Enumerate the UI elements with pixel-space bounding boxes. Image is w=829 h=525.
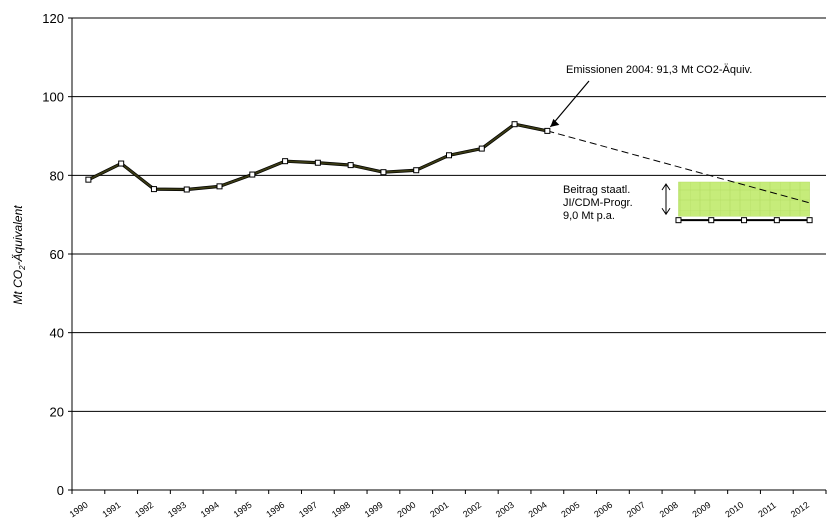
y-tick-label: 100 xyxy=(42,90,64,105)
x-tick-label: 2012 xyxy=(789,500,811,520)
data-point xyxy=(544,127,551,134)
x-tick-label: 2009 xyxy=(690,500,712,520)
x-tick-label: 2004 xyxy=(527,500,549,520)
target-marker xyxy=(806,217,813,224)
annotation-arrow xyxy=(549,80,590,128)
target-marker xyxy=(675,217,682,224)
x-tick-label: 1993 xyxy=(166,500,188,520)
x-tick-label: 1996 xyxy=(264,500,286,520)
annotation-contribution-line: 9,0 Mt p.a. xyxy=(563,210,615,222)
data-point xyxy=(118,160,125,167)
y-axis-label: Mt CO2-Äquivalent xyxy=(11,205,27,305)
x-tick-label: 1997 xyxy=(297,500,319,520)
y-tick-label: 80 xyxy=(50,168,64,183)
data-point xyxy=(85,176,92,183)
x-tick-label: 2006 xyxy=(592,500,614,520)
emissions-line-outline xyxy=(87,122,548,192)
x-tick-label: 2003 xyxy=(494,500,516,520)
gridlines xyxy=(72,17,826,412)
x-axis-ticks: 1990 1991 1992 1993 1994 1995 1996 1997 1998 1999… xyxy=(68,490,827,520)
annotation-arrowhead xyxy=(550,118,560,127)
x-tick-label: 2007 xyxy=(625,500,647,520)
y-tick-label: 120 xyxy=(42,11,64,26)
data-point xyxy=(282,158,289,165)
data-point xyxy=(183,186,190,193)
x-tick-label: 2010 xyxy=(723,500,745,520)
x-tick-label: 1999 xyxy=(363,500,385,520)
y-tick-label: 40 xyxy=(50,326,64,341)
data-point xyxy=(347,162,354,169)
contribution-arrowhead-up xyxy=(661,183,671,191)
y-tick-label: 20 xyxy=(50,404,64,419)
target-marker xyxy=(708,217,715,224)
x-tick-label: 2008 xyxy=(658,500,680,520)
x-tick-label: 1998 xyxy=(330,500,352,520)
annotation-contribution-line: JI/CDM-Progr. xyxy=(563,197,633,209)
target-marker xyxy=(773,217,780,224)
x-tick-label: 2001 xyxy=(428,500,450,520)
data-point xyxy=(249,171,256,178)
x-tick-label: 1995 xyxy=(232,500,254,520)
x-tick-label: 1991 xyxy=(100,500,122,520)
data-point xyxy=(511,121,518,128)
x-tick-label: 1994 xyxy=(199,500,221,520)
y-tick-label: 60 xyxy=(50,247,64,262)
annotation-emissions-2004: Emissionen 2004: 91,3 Mt CO2-Äquiv. xyxy=(566,64,752,76)
annotations: Emissionen 2004: 91,3 Mt CO2-Äquiv. Beitr… xyxy=(549,64,752,222)
data-point xyxy=(380,169,387,176)
contribution-band-rect xyxy=(678,181,810,217)
x-tick-label: 1990 xyxy=(68,500,90,520)
data-point xyxy=(446,152,452,159)
target-marker xyxy=(741,217,748,224)
data-point xyxy=(216,183,223,190)
trend-line xyxy=(547,130,810,204)
x-tick-label: 2000 xyxy=(395,500,417,520)
data-point xyxy=(150,186,157,193)
emissions-line xyxy=(87,123,548,191)
x-tick-label: 1992 xyxy=(133,500,155,520)
x-tick-label: 2002 xyxy=(461,500,483,520)
x-tick-label: 2005 xyxy=(559,500,581,520)
x-tick-label: 2011 xyxy=(756,500,778,519)
y-tick-label: 0 xyxy=(57,483,64,498)
annotation-contribution-line: Beitrag staatl. xyxy=(563,184,630,196)
data-point xyxy=(413,167,420,174)
contribution-arrowhead-down xyxy=(661,207,671,216)
contribution-band xyxy=(678,181,810,217)
data-point xyxy=(478,145,485,152)
series-layer xyxy=(85,121,813,224)
data-point xyxy=(314,159,321,166)
y-axis-ticks: 0 20 40 60 80 100 120 xyxy=(42,11,72,498)
